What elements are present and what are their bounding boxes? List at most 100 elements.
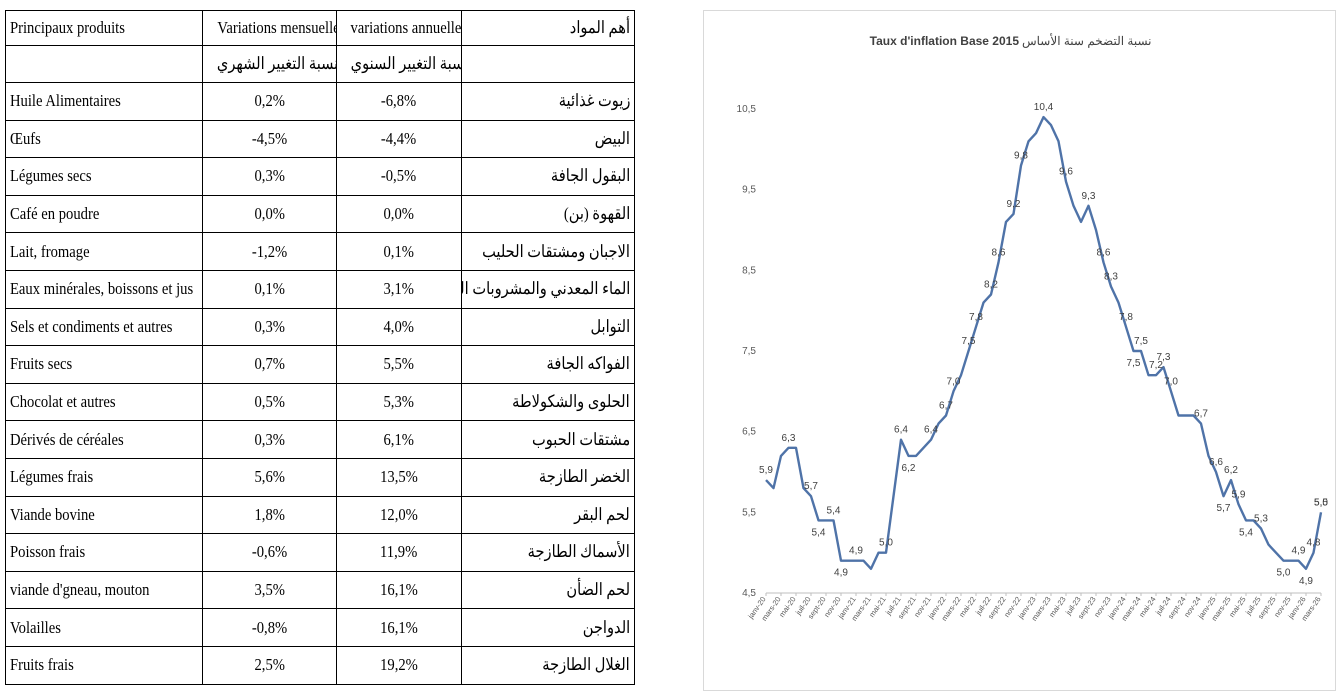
annual-variation-cell: 4,0% [336,307,462,347]
table-row: Huile Alimentaires 0,2% -6,8% زيوت غذائية [5,82,635,121]
data-point [1080,221,1082,223]
data-point [1275,551,1277,553]
monthly-variation-cell: 1,8% [202,495,337,535]
data-point [847,560,849,562]
y-tick-label: 7,5 [742,346,756,357]
table-row: Viande bovine 1,8% 12,0% لحم البقر [5,495,635,535]
data-point [1320,511,1322,513]
data-point [832,519,834,521]
data-point [1102,261,1104,263]
data-point [1230,479,1232,481]
monthly-variation-cell: 3,5% [202,570,337,610]
product-name-fr-cell: Légumes secs [5,157,203,196]
data-label: 7,0 [947,376,961,387]
annual-variation-cell: 0,1% [336,232,462,271]
data-label: 9,2 [1007,199,1021,210]
product-name-ar-cell: التوابل [461,307,635,347]
data-label: 5,4 [812,527,826,538]
data-label: 5,0 [1314,497,1328,508]
product-name-ar: الغلال الطازجة [542,655,630,675]
product-name-ar-cell: الماء المعدني والمشروبات الغازية [461,269,635,309]
data-point [1312,551,1314,553]
table-row: Café en poudre 0,0% 0,0% القهوة (بن) [5,194,635,234]
data-label: 7,5 [962,336,976,347]
data-label: 8,6 [1097,247,1111,258]
product-name-fr-cell: Fruits frais [5,645,203,685]
monthly-variation: 0,3% [254,316,285,336]
data-label: 6,7 [1194,409,1208,420]
inflation-series-line [765,115,1323,570]
monthly-variation-cell: -1,2% [202,232,337,271]
monthly-variation-cell: 0,1% [202,269,337,309]
data-point [1237,503,1239,505]
data-label: 6,3 [782,433,796,444]
data-point [825,519,827,521]
data-point [1020,164,1022,166]
data-point [780,455,782,457]
annual-variation-cell: 11,9% [336,533,462,572]
header-products-ar: أهم المواد [461,10,635,46]
annual-variation: 4,0% [383,316,415,336]
annual-variation: -0,5% [381,166,417,186]
data-point [900,439,902,441]
data-label: 5,5 [1314,497,1328,508]
data-point [1170,390,1172,392]
data-point [840,560,842,562]
data-label: 4,9 [1292,546,1306,557]
data-label: 4,9 [849,546,863,557]
data-point [1185,414,1187,416]
product-name-ar: القهوة (بن) [563,204,630,224]
product-name-fr-cell: Poisson frais [5,533,203,572]
annual-variation: 16,1% [380,617,418,637]
product-name-ar-cell: زيوت غذائية [461,82,635,121]
product-name-ar-cell: مشتقات الحبوب [461,420,635,459]
data-point [787,447,789,449]
data-label: 5,9 [1232,489,1246,500]
monthly-variation: -0,6% [251,542,288,562]
data-point [1297,560,1299,562]
subheader-annual-ar: نسبة التغيير السنوي [336,45,462,83]
subheader-row: نسبة التغيير الشهري نسبة التغيير السنوي [5,45,635,83]
product-name-fr: Huile Alimentaires [10,91,121,111]
table-row: Dérivés de céréales 0,3% 6,1% مشتقات الحبوب [5,420,635,459]
data-point [1012,213,1014,215]
data-point [795,447,797,449]
product-name-ar: البقول الجافة [550,166,630,186]
annual-variation-cell: 3,1% [336,269,462,309]
chart-axes [765,592,1322,596]
table-row: Légumes frais 5,6% 13,5% الخضر الطازجة [5,457,635,497]
product-name-ar: البيض [594,128,630,148]
header-row: Principaux produits Variations mensuelle… [5,10,635,46]
data-label: 7,3 [1157,352,1171,363]
product-name-fr: Fruits frais [10,655,74,675]
data-label: 9,6 [1059,167,1073,178]
product-name-ar: الأسماك الطازجة [527,542,630,562]
product-name-ar: التوابل [590,316,630,336]
data-point [1035,132,1037,134]
product-name-fr: Légumes frais [10,467,94,487]
monthly-variation-cell: 0,0% [202,194,337,234]
data-point [967,350,969,352]
table-row: Œufs -4,5% -4,4% البيض [5,119,635,159]
data-point [1125,326,1127,328]
monthly-variation-cell: -4,5% [202,119,337,159]
product-name-ar-cell: لحم البقر [461,495,635,535]
annual-variation-cell: 13,5% [336,457,462,497]
chart-title-left: Taux d'inflation Base 2015 [870,34,1020,48]
data-point [772,487,774,489]
monthly-variation: 0,1% [254,279,285,299]
y-tick-label: 6,5 [742,427,756,438]
chart-title: Taux d'inflation Base 2015 نسبة التضخم سن… [870,33,1152,48]
monthly-variation: 0,0% [254,204,285,224]
data-point [810,495,812,497]
monthly-variation-cell: 0,3% [202,157,337,196]
series-line-group [765,115,1323,570]
monthly-variation: 0,3% [254,429,285,449]
product-name-fr-cell: Légumes frais [5,457,203,497]
inflation-chart: Taux d'inflation Base 2015 نسبة التضخم سن… [703,10,1336,691]
data-point [1222,495,1224,497]
product-name-fr-cell: viande d'gneau, mouton [5,570,203,610]
y-tick-labels: 4,5 5,5 6,5 7,5 8,5 9,5 10,5 [737,104,757,599]
subheader-empty [5,45,203,83]
product-name-ar-cell: الأسماك الطازجة [461,533,635,572]
